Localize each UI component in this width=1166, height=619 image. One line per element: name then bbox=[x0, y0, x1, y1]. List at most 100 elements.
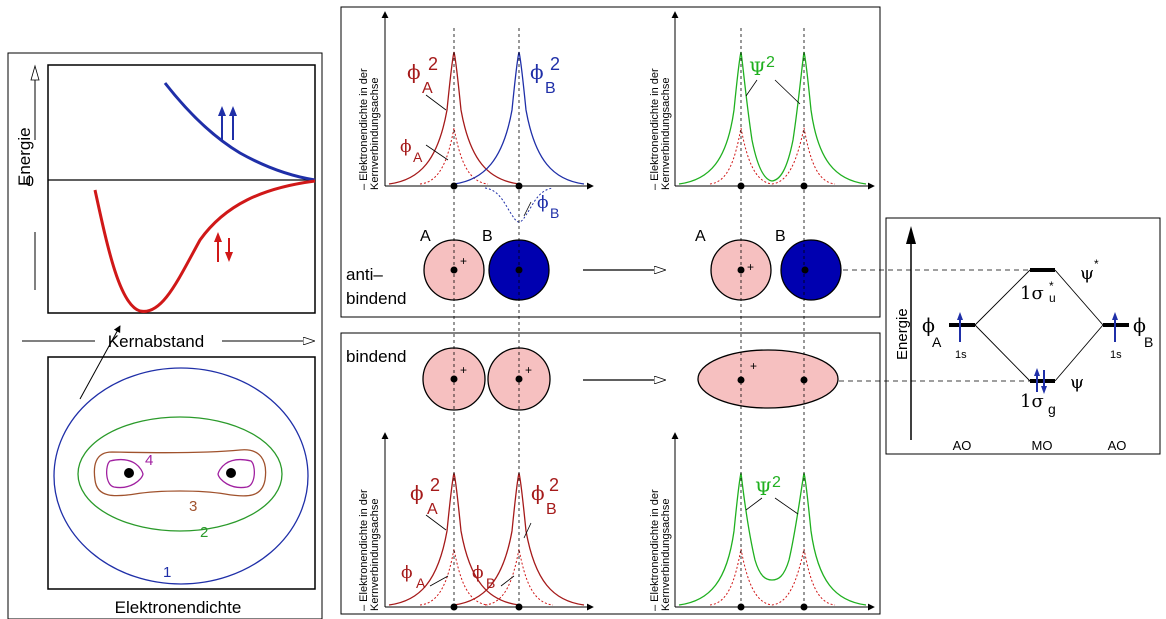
guide-lines bbox=[453, 28, 805, 607]
svg-text:ϕ: ϕ bbox=[400, 137, 412, 157]
contour-label-3: 3 bbox=[189, 498, 197, 515]
svg-text:– Elektronendichte in der: – Elektronendichte in der bbox=[649, 68, 661, 190]
svg-text:– Elektronendichte in der: – Elektronendichte in der bbox=[358, 68, 370, 190]
svg-text:ϕ: ϕ bbox=[537, 193, 549, 213]
zero-label: 0 bbox=[26, 173, 34, 190]
contour-label-2: 2 bbox=[200, 524, 208, 541]
sigma-g-sub: g bbox=[1048, 401, 1056, 417]
svg-text:ϕ: ϕ bbox=[531, 481, 545, 505]
sigma-g-label: 1σ bbox=[1020, 391, 1044, 412]
sigma-u-sub: u bbox=[1049, 291, 1056, 305]
svg-text:A: A bbox=[413, 149, 423, 165]
svg-text:2: 2 bbox=[772, 474, 781, 491]
svg-text:+: + bbox=[750, 359, 757, 373]
column-label-mo: MO bbox=[1032, 438, 1053, 453]
svg-text:ϕ: ϕ bbox=[530, 60, 544, 84]
energy-plot-frame bbox=[47, 64, 316, 314]
contour-3 bbox=[93, 449, 267, 497]
svg-text:bindend: bindend bbox=[346, 347, 407, 366]
svg-text:A: A bbox=[416, 575, 426, 591]
contour-label-4: 4 bbox=[145, 452, 153, 469]
psi-star-label: ψ bbox=[1080, 263, 1094, 284]
svg-text:+: + bbox=[747, 260, 754, 274]
svg-text:ϕ: ϕ bbox=[410, 481, 424, 505]
nucleus-b-dot bbox=[226, 468, 236, 478]
svg-text:2: 2 bbox=[549, 475, 559, 495]
bonding-spin-icon bbox=[214, 232, 233, 262]
contour-label-1: 1 bbox=[163, 564, 171, 581]
psi-label: ψ bbox=[1070, 372, 1084, 393]
svg-text:Kernverbindungsachse: Kernverbindungsachse bbox=[369, 498, 381, 611]
svg-text:Kernverbindungsachse: Kernverbindungsachse bbox=[660, 77, 672, 190]
contour-4-right bbox=[217, 459, 255, 489]
energy-axis-arrow bbox=[30, 64, 40, 81]
mo-phi-b-sub: B bbox=[1144, 334, 1153, 350]
column-label-ao-right: AO bbox=[1108, 438, 1127, 453]
psi-star-sup: * bbox=[1094, 257, 1099, 271]
svg-text:2: 2 bbox=[550, 54, 560, 74]
svg-text:A: A bbox=[695, 228, 706, 245]
binding-panel-frame bbox=[340, 332, 881, 615]
svg-text:B: B bbox=[550, 205, 559, 221]
antibinding-panel-frame bbox=[340, 6, 881, 318]
svg-text:Ψ: Ψ bbox=[755, 478, 772, 500]
svg-text:– Elektronendichte in der: – Elektronendichte in der bbox=[358, 489, 370, 611]
svg-text:+: + bbox=[460, 363, 467, 377]
column-label-ao-left: AO bbox=[953, 438, 972, 453]
svg-text:B: B bbox=[482, 228, 493, 245]
mo-diagram-frame bbox=[885, 217, 1161, 455]
contour-2 bbox=[77, 416, 283, 532]
antibonding-spin-icon bbox=[218, 106, 237, 140]
mo-1s-right: 1s bbox=[1110, 349, 1122, 361]
svg-text:B: B bbox=[546, 501, 557, 518]
svg-text:2: 2 bbox=[766, 54, 775, 71]
svg-text:A: A bbox=[427, 501, 438, 518]
antibinding-plot-right: – Elektronendichte in der Kernverbindung… bbox=[649, 11, 875, 190]
bonding-energy-curve bbox=[93, 179, 316, 313]
sigma-u-label: 1σ bbox=[1020, 283, 1044, 304]
svg-text:B: B bbox=[486, 575, 495, 591]
contour-4-left bbox=[106, 459, 144, 489]
svg-text:+: + bbox=[525, 363, 532, 377]
binding-atoms: bindend + + + bbox=[346, 347, 839, 411]
svg-text:2: 2 bbox=[428, 54, 438, 74]
svg-text:A: A bbox=[422, 80, 433, 97]
pointer-arrow bbox=[79, 325, 121, 400]
antibinding-plot-left: – Elektronendichte in der Kernverbindung… bbox=[358, 11, 594, 223]
mo-phi-b: ϕ bbox=[1133, 315, 1146, 337]
svg-text:B: B bbox=[775, 228, 786, 245]
mo-energy-axis-arrow bbox=[906, 226, 916, 244]
mo-1s-left: 1s bbox=[955, 349, 967, 361]
density-plot-frame bbox=[47, 356, 316, 590]
mo-energy-label: Energie bbox=[894, 308, 911, 360]
kernabstand-label: Kernabstand bbox=[108, 332, 204, 351]
density-caption: Elektronendichte bbox=[115, 598, 242, 617]
svg-text:anti–: anti– bbox=[346, 265, 383, 284]
svg-text:B: B bbox=[545, 80, 556, 97]
sigma-u-sup: * bbox=[1049, 279, 1054, 293]
svg-text:ϕ: ϕ bbox=[407, 60, 421, 84]
mo-phi-a: ϕ bbox=[922, 315, 935, 337]
svg-text:Kernverbindungsachse: Kernverbindungsachse bbox=[660, 498, 672, 611]
svg-text:ϕ: ϕ bbox=[401, 563, 413, 583]
contour-1 bbox=[53, 367, 309, 585]
correlation-lines bbox=[974, 269, 1104, 382]
nucleus-a-dot bbox=[124, 468, 134, 478]
antibinding-atoms: A B + anti– bindend A B + bbox=[346, 228, 842, 308]
antibonding-energy-curve bbox=[163, 82, 316, 182]
svg-text:– Elektronendichte in der: – Elektronendichte in der bbox=[649, 489, 661, 611]
svg-text:ϕ: ϕ bbox=[472, 563, 484, 583]
left-panel-frame bbox=[7, 52, 323, 619]
svg-text:A: A bbox=[420, 228, 431, 245]
svg-text:+: + bbox=[460, 254, 467, 268]
energy-axis-label: Energie bbox=[15, 127, 34, 186]
svg-text:bindend: bindend bbox=[346, 289, 407, 308]
mo-phi-a-sub: A bbox=[932, 334, 942, 350]
svg-text:Kernverbindungsachse: Kernverbindungsachse bbox=[369, 77, 381, 190]
binding-plot-left: – Elektronendichte in der Kernverbindung… bbox=[358, 432, 594, 611]
svg-text:Ψ: Ψ bbox=[749, 58, 766, 80]
electron-spin-icons bbox=[957, 312, 1118, 394]
binding-plot-right: – Elektronendichte in der Kernverbindung… bbox=[649, 432, 875, 611]
svg-text:2: 2 bbox=[430, 475, 440, 495]
